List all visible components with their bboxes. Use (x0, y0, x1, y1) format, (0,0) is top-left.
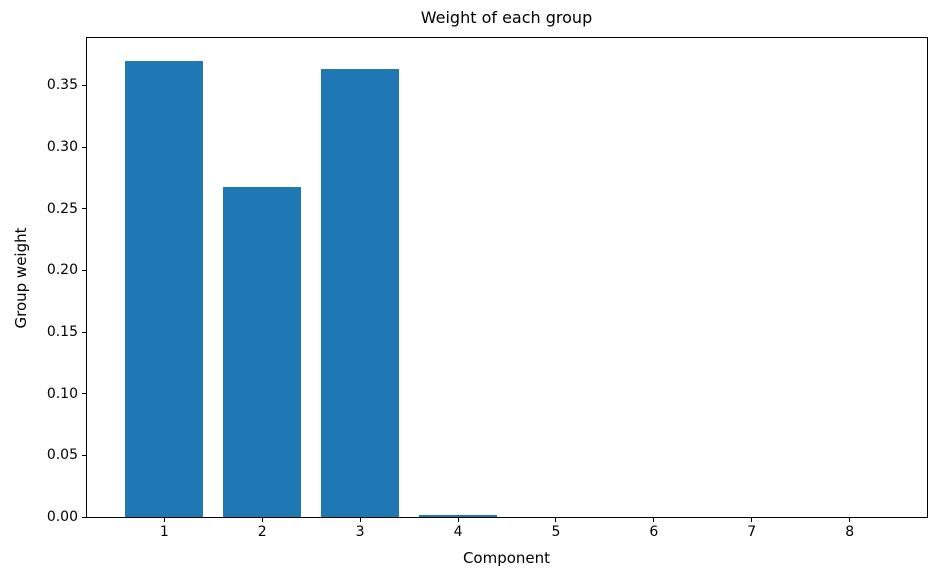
y-tick-mark (82, 269, 86, 271)
y-tick-mark (82, 393, 86, 395)
y-tick-mark (82, 208, 86, 210)
x-tick-mark (457, 518, 459, 522)
x-tick-mark (261, 518, 263, 522)
chart-title: Weight of each group (420, 8, 593, 27)
x-tick-mark (359, 518, 361, 522)
x-tick-label: 8 (845, 524, 855, 540)
x-tick-mark (555, 518, 557, 522)
x-tick-mark (653, 518, 655, 522)
x-tick-label: 2 (257, 524, 267, 540)
y-tick-label: 0.15 (46, 324, 78, 341)
y-tick-label: 0.00 (46, 509, 78, 525)
x-tick-label: 7 (747, 524, 757, 540)
plot-area: 1 2 3 4 5 6 7 8 0.00 0.05 0.10 0.15 0.20 0.25 0.30 0.35 (47, 37, 928, 540)
bar-component-2 (223, 186, 302, 517)
x-tick-mark (849, 518, 851, 522)
y-tick-label: 0.25 (46, 200, 78, 217)
bar-component-1 (125, 60, 204, 517)
bar-component-4 (418, 514, 498, 517)
y-tick-mark (82, 516, 86, 518)
y-tick-label: 0.10 (46, 385, 78, 402)
y-tick-label: 0.35 (46, 77, 78, 94)
x-tick-label: 6 (649, 524, 659, 540)
y-tick-mark (82, 146, 86, 148)
x-tick-mark (751, 518, 753, 522)
y-tick-label: 0.05 (46, 447, 78, 464)
x-axis-label: Component (462, 549, 551, 567)
y-tick-label: 0.20 (46, 262, 78, 279)
x-tick-label: 4 (453, 524, 463, 540)
x-tick-mark (163, 518, 165, 522)
x-tick-label: 1 (159, 524, 169, 540)
x-tick-label: 5 (551, 524, 561, 540)
x-tick-label: 3 (355, 524, 365, 540)
y-tick-label: 0.30 (46, 139, 78, 156)
y-tick-mark (82, 454, 86, 456)
y-tick-mark (82, 331, 86, 333)
y-axis-label: Group weight (12, 227, 30, 329)
y-tick-mark (82, 84, 86, 86)
bar-component-3 (320, 69, 400, 517)
